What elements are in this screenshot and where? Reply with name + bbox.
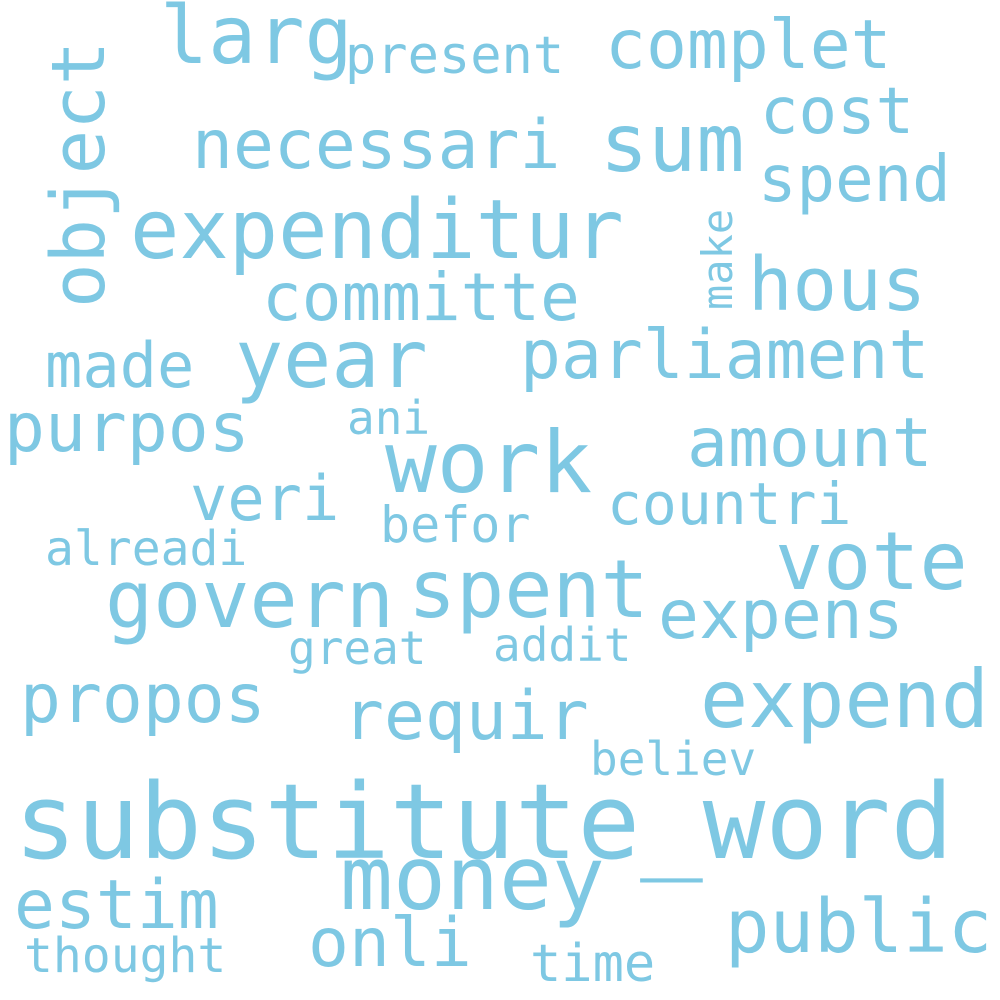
word-substitute_word: substitute_word [14, 761, 954, 883]
word-alreadi: alreadi [45, 521, 248, 577]
word-thought: thought [24, 928, 227, 984]
word-expend: expend [700, 653, 989, 746]
word-addit: addit [493, 618, 632, 672]
word-make: make [693, 208, 742, 310]
word-committe: committe [262, 259, 580, 336]
word-expens: expens [658, 576, 904, 655]
word-vote: vote [775, 515, 968, 608]
word-public: public [725, 884, 993, 970]
word-hous: hous [748, 242, 927, 328]
word-onli: onli [308, 904, 472, 983]
word-sum: sum [600, 97, 745, 190]
word-estim: estim [14, 866, 219, 945]
word-believ: believ [590, 732, 757, 786]
word-object: object [36, 40, 122, 308]
word-govern: govern [105, 553, 394, 646]
word-complet: complet [605, 6, 892, 85]
word-propos: propos [20, 660, 266, 739]
word-necessari: necessari [192, 106, 561, 185]
word-parliament: parliament [520, 316, 930, 395]
word-countri: countri [607, 470, 852, 538]
word-befor: befor [380, 496, 531, 554]
word-purpos: purpos [4, 389, 250, 468]
word-larg: larg [160, 0, 353, 82]
word-present: present [345, 26, 565, 86]
word-amount: amount [687, 404, 933, 483]
word-work: work [385, 413, 593, 513]
word-spend: spend [758, 143, 951, 217]
word-cost: cost [760, 75, 915, 149]
word-money: money [340, 827, 605, 930]
word-great: great [288, 621, 427, 675]
word-made: made [45, 329, 195, 402]
word-expenditur: expenditur [130, 183, 624, 278]
word-time: time [530, 934, 656, 994]
word-veri: veri [190, 462, 340, 535]
word-requir: requir [343, 677, 589, 756]
word-ani: ani [347, 391, 431, 445]
word-spent: spent [408, 543, 649, 636]
word-year: year [235, 313, 428, 406]
